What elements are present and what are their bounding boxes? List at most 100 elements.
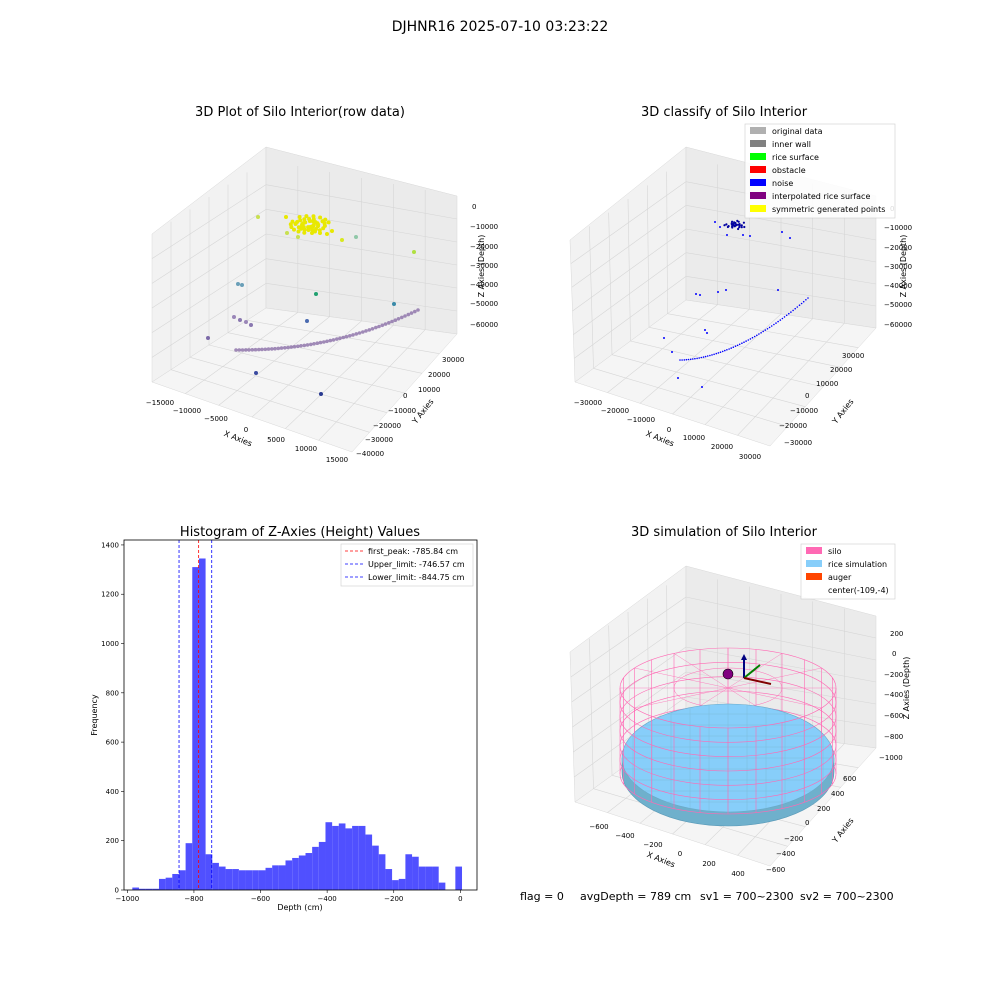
data-point bbox=[725, 289, 727, 291]
y-tick: −600 bbox=[766, 866, 785, 874]
y-ticks: 30000 20000 10000 0 −10000 −20000 −30000… bbox=[356, 356, 464, 458]
y-tick: 20000 bbox=[428, 371, 450, 379]
data-point bbox=[792, 309, 794, 312]
legend-label: inner wall bbox=[772, 140, 811, 149]
data-point bbox=[732, 346, 735, 349]
y-tick: −20000 bbox=[373, 422, 401, 430]
y-axis-label: Frequency bbox=[90, 694, 99, 736]
silo-wireframe-front bbox=[619, 687, 837, 815]
legend-label: auger bbox=[828, 573, 852, 582]
data-point bbox=[367, 328, 372, 332]
x-tick: 0 bbox=[667, 426, 671, 434]
data-point bbox=[756, 334, 758, 337]
data-point bbox=[709, 354, 711, 357]
y-tick: 30000 bbox=[842, 352, 864, 360]
point-cloud bbox=[663, 219, 809, 388]
data-point bbox=[724, 349, 726, 352]
grid-line bbox=[685, 596, 877, 639]
histogram-bar bbox=[205, 854, 213, 890]
data-point bbox=[685, 358, 688, 361]
histogram-bar bbox=[432, 866, 439, 890]
data-point bbox=[740, 226, 743, 229]
y-axis-label: Y Axies bbox=[830, 397, 856, 426]
data-point bbox=[240, 348, 245, 352]
data-point bbox=[247, 348, 251, 352]
histogram-bar bbox=[438, 882, 446, 890]
data-point bbox=[749, 338, 752, 340]
z-tick: −10000 bbox=[470, 223, 498, 231]
z-tick: 0 bbox=[892, 650, 896, 658]
data-point bbox=[351, 333, 355, 337]
legend-frame bbox=[744, 123, 896, 219]
data-point bbox=[390, 319, 394, 324]
auger-x-arrow bbox=[743, 677, 772, 685]
data-point bbox=[328, 338, 333, 343]
y-tick: 400 bbox=[831, 790, 844, 798]
data-point bbox=[306, 225, 311, 230]
histogram-bar bbox=[132, 887, 139, 890]
x-tick: 15000 bbox=[326, 456, 348, 464]
data-point bbox=[318, 215, 323, 220]
status-flag: flag = 0 bbox=[520, 890, 564, 903]
data-point bbox=[762, 330, 764, 333]
data-point bbox=[236, 282, 240, 286]
data-point bbox=[777, 320, 779, 323]
histogram-bar bbox=[455, 866, 463, 890]
data-point bbox=[315, 341, 320, 346]
data-point bbox=[764, 329, 767, 331]
legend: silo rice simulation auger center(-109,-4) bbox=[800, 543, 896, 600]
data-point bbox=[319, 392, 323, 396]
data-point bbox=[734, 345, 737, 348]
auger-z-arrowhead bbox=[741, 654, 747, 660]
data-point bbox=[374, 325, 378, 330]
data-point bbox=[687, 358, 690, 361]
data-point bbox=[719, 226, 721, 228]
point-cloud bbox=[206, 214, 420, 396]
data-point bbox=[253, 347, 258, 352]
data-point bbox=[335, 337, 339, 341]
data-point bbox=[279, 346, 284, 350]
legend-swatch bbox=[806, 560, 822, 567]
data-point bbox=[717, 352, 720, 354]
z-tick: −40000 bbox=[470, 281, 498, 289]
z-tick: −400 bbox=[884, 691, 903, 699]
legend-label: rice simulation bbox=[828, 560, 887, 569]
histogram-bar bbox=[245, 870, 253, 890]
histogram-bar bbox=[338, 823, 346, 890]
histogram-bar bbox=[278, 865, 286, 890]
legend-swatch bbox=[750, 127, 766, 134]
y-tick: −400 bbox=[776, 850, 795, 858]
z-tick: −1000 bbox=[879, 754, 903, 762]
histogram-bar bbox=[285, 860, 293, 890]
x-tick: −10000 bbox=[627, 416, 655, 424]
z-axis-label: Z Axies (Depth) bbox=[477, 235, 486, 298]
data-point bbox=[704, 355, 707, 358]
legend-swatch bbox=[750, 192, 766, 199]
y-ticks: 600 400 200 0 −200 −400 −600 bbox=[766, 775, 856, 874]
data-point bbox=[234, 348, 238, 352]
data-point bbox=[354, 235, 358, 239]
y-axis-label: Y Axies bbox=[830, 816, 856, 845]
data-point bbox=[413, 309, 417, 314]
panel-raw-data: 3D Plot of Silo Interior(row data) −1500… bbox=[146, 105, 498, 464]
data-point bbox=[364, 329, 368, 333]
auger bbox=[722, 654, 772, 685]
histogram-bar bbox=[152, 888, 159, 890]
data-point bbox=[285, 231, 289, 235]
panel-simulation: 3D simulation of Silo Interior −600 −400… bbox=[569, 525, 911, 878]
data-point bbox=[318, 340, 323, 345]
data-point bbox=[732, 223, 735, 226]
data-point bbox=[758, 333, 760, 335]
legend-label: silo bbox=[828, 547, 842, 556]
histogram-bar bbox=[392, 880, 399, 890]
data-point bbox=[302, 227, 307, 232]
data-point bbox=[734, 224, 737, 227]
data-point bbox=[736, 344, 739, 347]
data-point bbox=[698, 357, 700, 359]
data-point bbox=[289, 345, 294, 349]
legend-label: symmetric generated points bbox=[772, 205, 885, 214]
z-tick: −30000 bbox=[884, 263, 912, 271]
data-point bbox=[717, 291, 719, 293]
y-tick: −40000 bbox=[356, 450, 384, 458]
y-tick-label: 1200 bbox=[101, 591, 119, 599]
